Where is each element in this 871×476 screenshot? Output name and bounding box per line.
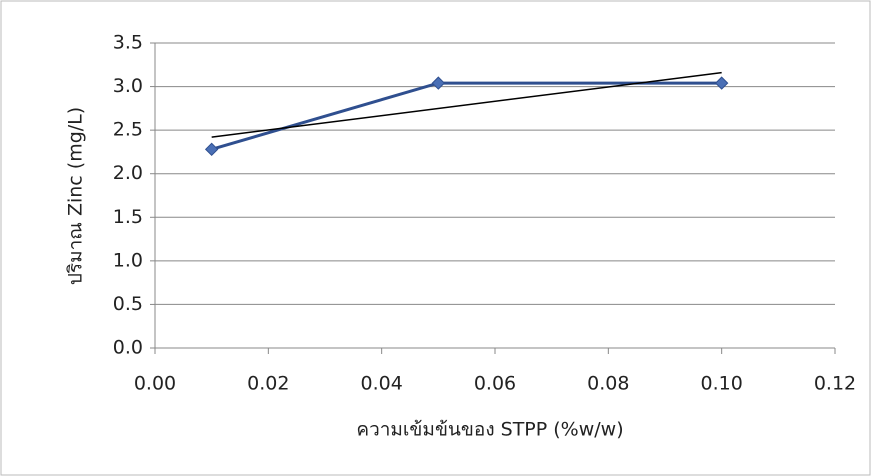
y-axis-label: ปริมาณ Zinc (mg/L) [65,107,87,285]
chart: ความเข้มข้นของ STPP (%w/w) ปริมาณ Zinc (… [0,0,871,476]
x-tick-label: 0.08 [587,373,629,395]
x-tick-label: 0.04 [361,373,403,395]
x-tick-label: 0.12 [814,373,856,395]
y-tick-label: 0.0 [113,337,143,359]
y-tick-label: 3.5 [113,32,143,54]
y-tick-label: 2.0 [113,162,143,184]
y-tick-label: 3.0 [113,75,143,97]
y-tick-label: 1.5 [113,206,143,228]
x-tick-label: 0.00 [134,373,176,395]
y-tick-label: 1.0 [113,249,143,271]
y-tick-label: 2.5 [113,119,143,141]
x-tick-label: 0.10 [701,373,743,395]
x-tick-label: 0.02 [247,373,289,395]
x-tick-label: 0.06 [474,373,516,395]
x-axis-label: ความเข้มข้นของ STPP (%w/w) [356,419,623,441]
y-tick-label: 0.5 [113,293,143,315]
chart-border [1,1,870,475]
